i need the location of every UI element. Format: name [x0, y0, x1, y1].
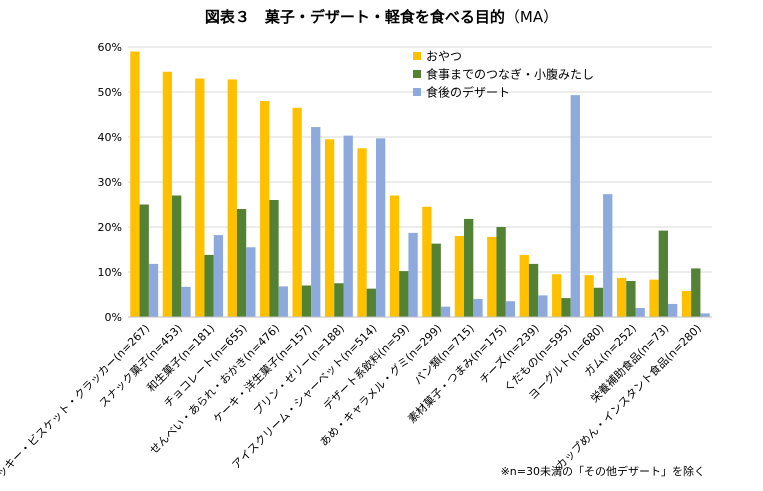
- bar: [311, 127, 321, 317]
- bar: [487, 236, 497, 317]
- bar: [603, 194, 613, 317]
- bar: [389, 195, 400, 317]
- footnote: ※n=30未満の「その他デザート」を除く: [500, 465, 705, 478]
- legend-swatch: [413, 88, 421, 96]
- bar: [464, 218, 474, 317]
- bar: [213, 235, 224, 317]
- y-tick-label: 40%: [98, 131, 122, 144]
- bar: [148, 263, 159, 317]
- y-tick-label: 60%: [98, 41, 122, 54]
- y-tick-label: 30%: [98, 176, 122, 189]
- bar: [278, 286, 288, 317]
- bar: [505, 301, 516, 317]
- bar: [236, 209, 247, 317]
- bar: [204, 254, 214, 317]
- bar: [700, 313, 710, 317]
- bar: [269, 200, 279, 317]
- bar: [538, 295, 548, 317]
- bar: [667, 303, 678, 317]
- bar: [440, 306, 451, 317]
- x-tick-label: クッキー・ビスケット・クラッカー(n=267): [0, 322, 152, 488]
- bar: [399, 271, 409, 317]
- bar: [626, 281, 636, 317]
- legend-label: 食後のデザート: [426, 85, 510, 100]
- bar: [301, 285, 312, 317]
- bar: [357, 148, 367, 317]
- bars: [130, 51, 710, 318]
- bar: [324, 139, 335, 317]
- bar: [519, 254, 529, 317]
- bar: [366, 288, 376, 317]
- bar: [162, 71, 173, 317]
- bar: [552, 274, 562, 317]
- bar: [408, 232, 418, 317]
- bar: [246, 247, 256, 317]
- bar: [454, 236, 465, 317]
- bar: [691, 268, 701, 317]
- chart-title-main: 図表３ 菓子・デザート・軽食を食べる目的: [204, 8, 505, 26]
- bar: [635, 308, 645, 317]
- legend-swatch: [413, 52, 421, 60]
- bar: [658, 230, 668, 317]
- bar: [181, 286, 191, 317]
- bar: [681, 290, 692, 317]
- bar: [496, 227, 506, 317]
- bar: [292, 107, 302, 317]
- bar: [584, 275, 594, 317]
- bar: [139, 204, 149, 317]
- bar: [570, 95, 580, 318]
- bar: [431, 243, 441, 317]
- bar: [616, 277, 627, 317]
- bar: [195, 78, 205, 317]
- chart-title-suffix: （MA）: [504, 8, 559, 26]
- gridlines: [128, 46, 712, 273]
- bar: [227, 79, 237, 318]
- bar: [649, 279, 659, 317]
- y-tick-label: 0%: [105, 311, 122, 324]
- y-tick-label: 20%: [98, 221, 122, 234]
- chart-title: 図表３ 菓子・デザート・軽食を食べる目的（MA）: [0, 6, 763, 27]
- bar: [528, 263, 539, 317]
- bar: [130, 51, 140, 317]
- bar: [593, 287, 604, 317]
- legend-swatch: [413, 70, 421, 78]
- legend-label: 食事までのつなぎ・小腹みたし: [426, 67, 594, 82]
- bar: [375, 138, 386, 317]
- y-tick-label: 10%: [98, 266, 122, 279]
- bar: [334, 283, 344, 317]
- bar: [561, 298, 571, 317]
- bar: [422, 206, 432, 317]
- bar: [260, 101, 270, 317]
- legend-label: おやつ: [426, 50, 462, 64]
- bar: [172, 195, 182, 317]
- bar: [473, 299, 483, 317]
- y-tick-label: 50%: [98, 86, 122, 99]
- bar: [343, 135, 353, 317]
